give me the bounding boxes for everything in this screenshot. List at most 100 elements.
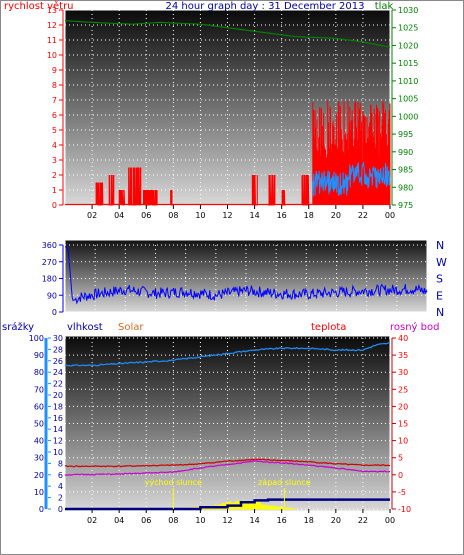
solar-label: Solar bbox=[118, 322, 144, 333]
temperature-tick-label: 15 bbox=[398, 420, 408, 429]
humidity-tick-label: 10 bbox=[53, 448, 63, 457]
humidity-tick-label: 6 bbox=[58, 471, 63, 480]
pressure-tick-label: 980 bbox=[398, 183, 413, 192]
humidity-tick-label: 26 bbox=[53, 357, 63, 366]
humidity-line bbox=[64, 342, 391, 367]
wind-x-tick-label: 12 bbox=[222, 211, 232, 220]
humidity-x-tick-label: 16 bbox=[277, 516, 287, 525]
chart-title: 24 hour graph day : 31 December 2013 bbox=[166, 1, 365, 12]
humidity-x-tick-label: 14 bbox=[249, 516, 259, 525]
humidity-temp-series bbox=[64, 342, 391, 476]
rain-series bbox=[65, 498, 390, 511]
temperature-tick-label: 0 bbox=[398, 471, 403, 480]
direction-degree-axis: 0 90 180 270 360 bbox=[42, 241, 64, 317]
compass-label: W bbox=[436, 256, 447, 269]
humidity-tick-label: 24 bbox=[53, 368, 63, 377]
temperature-tick-label: 10 bbox=[398, 437, 408, 446]
rain-tick-label: 70 bbox=[34, 385, 44, 394]
direction-series bbox=[65, 246, 428, 305]
humidity-tick-label: 8 bbox=[58, 459, 63, 468]
pressure-tick-label: 1025 bbox=[398, 24, 418, 33]
wind-speed-burst bbox=[128, 167, 142, 206]
dewpoint-line bbox=[64, 460, 391, 476]
humidity-temperature-panel: východ slunce západ slunce 01020304050607… bbox=[2, 321, 439, 525]
direction-tick-label: 270 bbox=[42, 258, 57, 267]
wind-speed-burst bbox=[251, 174, 258, 206]
temperature-tick-label: 5 bbox=[398, 454, 403, 463]
wind-x-tick-label: 02 bbox=[87, 211, 97, 220]
humidity-tick-label: 22 bbox=[53, 380, 63, 389]
wind-tick-label: 5 bbox=[52, 126, 57, 135]
wind-tick-label: 6 bbox=[52, 111, 57, 120]
pressure-tick-label: 1030 bbox=[398, 6, 418, 15]
humidity-tick-label: 2 bbox=[58, 494, 63, 503]
wind-speed-burst bbox=[170, 189, 173, 206]
wind-speed-burst bbox=[118, 189, 126, 206]
wind-tick-label: 1 bbox=[52, 186, 57, 195]
pressure-tick-label: 1005 bbox=[398, 95, 418, 104]
direction-tick-label: 180 bbox=[42, 275, 57, 284]
humidity-grid bbox=[65, 337, 391, 510]
compass-label: E bbox=[436, 289, 443, 302]
humidity-plot-area bbox=[64, 335, 391, 512]
wind-time-axis: 02 04 06 08 10 12 14 16 18 20 22 00 bbox=[87, 205, 395, 220]
pressure-line bbox=[64, 20, 391, 48]
wind-speed-burst bbox=[95, 182, 104, 206]
humidity-x-tick-label: 00 bbox=[385, 516, 395, 525]
rain-tick-label: 80 bbox=[34, 368, 44, 377]
rain-tick-label: 10 bbox=[34, 488, 44, 497]
wind-tick-label: 3 bbox=[52, 156, 57, 165]
dewpoint-label: rosný bod bbox=[390, 321, 439, 333]
humidity-x-tick-label: 20 bbox=[331, 516, 341, 525]
humidity-label: vlhkost bbox=[67, 322, 103, 333]
pressure-series bbox=[64, 20, 391, 48]
wind-x-tick-label: 22 bbox=[358, 211, 368, 220]
wind-series bbox=[65, 100, 391, 206]
wind-tick-label: 9 bbox=[52, 66, 57, 75]
wind-x-tick-label: 14 bbox=[249, 211, 259, 220]
temperature-tick-label: 20 bbox=[398, 402, 408, 411]
compass-label: N bbox=[436, 306, 444, 319]
rain-tick-label: 50 bbox=[34, 420, 44, 429]
wind-x-tick-label: 00 bbox=[385, 211, 395, 220]
wind-tick-label: 11 bbox=[47, 36, 57, 45]
pressure-tick-label: 985 bbox=[398, 166, 413, 175]
direction-grid bbox=[65, 244, 427, 313]
humidity-x-tick-label: 02 bbox=[87, 516, 97, 525]
humidity-x-tick-label: 12 bbox=[222, 516, 232, 525]
direction-tick-label: 0 bbox=[52, 308, 57, 317]
rain-tick-label: 40 bbox=[34, 437, 44, 446]
pressure-tick-label: 1000 bbox=[398, 112, 418, 121]
rain-tick-label: 0 bbox=[39, 505, 44, 514]
rain-label: srážky bbox=[2, 321, 34, 333]
compass-label: S bbox=[436, 273, 443, 286]
wind-x-tick-label: 04 bbox=[114, 211, 124, 220]
sun-annotations: východ slunce západ slunce bbox=[145, 478, 311, 509]
temperature-axis: -10 -5 0 5 10 15 20 25 30 35 40 bbox=[391, 334, 411, 514]
wind-x-tick-label: 10 bbox=[195, 211, 205, 220]
temperature-tick-label: -10 bbox=[398, 505, 411, 514]
rain-tick-label: 60 bbox=[34, 402, 44, 411]
wind-tick-label: 4 bbox=[52, 141, 57, 150]
wind-x-tick-label: 08 bbox=[168, 211, 178, 220]
rain-tick-label: 90 bbox=[34, 351, 44, 360]
direction-tick-label: 90 bbox=[47, 291, 57, 300]
temperature-tick-label: 35 bbox=[398, 351, 408, 360]
temperature-label: teplota bbox=[311, 322, 346, 333]
humidity-tick-label: 4 bbox=[58, 482, 63, 491]
rain-tick-label: 20 bbox=[34, 471, 44, 480]
sun-marker-label: západ slunce bbox=[258, 478, 311, 487]
compass-label: N bbox=[436, 239, 444, 252]
pressure-tick-label: 1020 bbox=[398, 41, 418, 50]
pressure-tick-label: 995 bbox=[398, 130, 413, 139]
temperature-tick-label: 25 bbox=[398, 385, 408, 394]
wind-tick-label: 7 bbox=[52, 96, 57, 105]
rain-tick-label: 100 bbox=[29, 334, 44, 343]
pressure-tick-label: 990 bbox=[398, 148, 413, 157]
wind-x-tick-label: 18 bbox=[304, 211, 314, 220]
